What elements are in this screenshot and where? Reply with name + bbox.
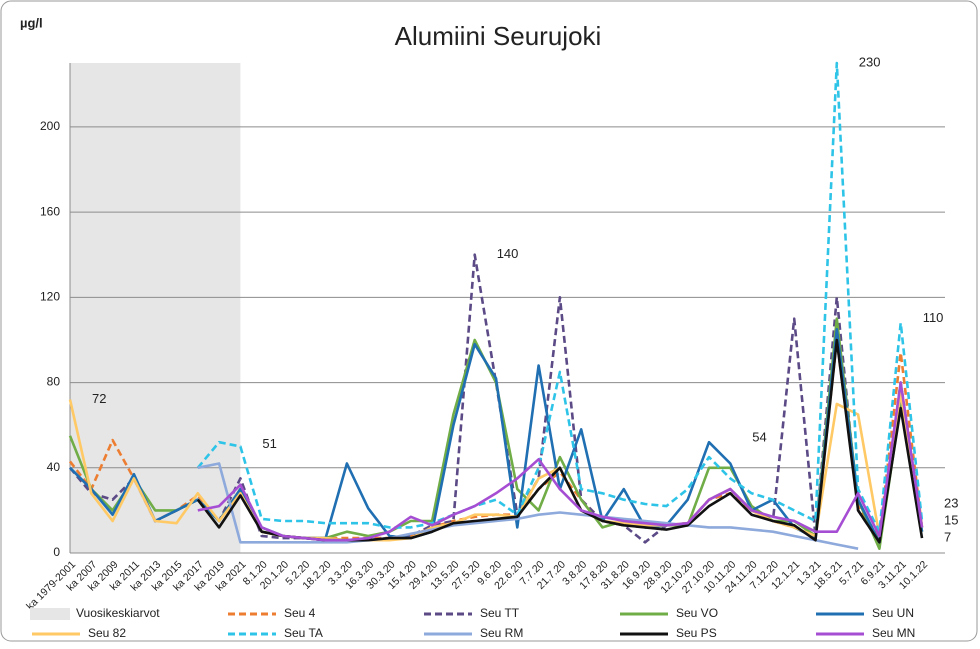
legend-label: Seu RM — [480, 626, 523, 640]
y-tick-label: 80 — [47, 375, 61, 389]
y-tick-label: 40 — [47, 460, 61, 474]
y-tick-label: 0 — [53, 545, 60, 559]
series-line — [69, 328, 924, 544]
legend-label: Seu PS — [676, 626, 717, 640]
annotation: 140 — [497, 246, 519, 261]
legend-label: Seu MN — [872, 626, 915, 640]
y-tick-label: 120 — [40, 290, 60, 304]
legend: Vuosikeskiarvot Seu 4 Seu TT Seu VO Seu UN Se… — [30, 606, 915, 640]
legend-label: Seu 4 — [284, 606, 316, 620]
chart-title: Alumiini Seurujoki — [395, 21, 602, 51]
series-line — [196, 61, 924, 533]
legend-label: Seu TT — [480, 606, 520, 620]
annotation: 72 — [92, 391, 106, 406]
annotation: 15 — [944, 512, 958, 527]
y-tick-label: 160 — [40, 204, 60, 218]
series-line — [197, 462, 859, 550]
annotation: 110 — [923, 310, 944, 325]
annotation: 23 — [944, 495, 958, 510]
shaded-region — [70, 63, 241, 553]
annotation: 54 — [752, 429, 766, 444]
annotation: 230 — [859, 54, 881, 69]
y-tick-label: 200 — [40, 119, 60, 133]
legend-label: Vuosikeskiarvot — [76, 606, 160, 620]
legend-label: Seu TA — [284, 626, 323, 640]
legend-label: Seu VO — [676, 606, 718, 620]
series-line — [197, 381, 924, 542]
y-axis-label: µg/l — [20, 15, 43, 30]
legend-label: Seu UN — [872, 606, 914, 620]
legend-swatch — [30, 608, 70, 620]
legend-label: Seu 82 — [88, 626, 126, 640]
annotation: 51 — [262, 436, 276, 451]
annotation: 7 — [944, 530, 951, 545]
